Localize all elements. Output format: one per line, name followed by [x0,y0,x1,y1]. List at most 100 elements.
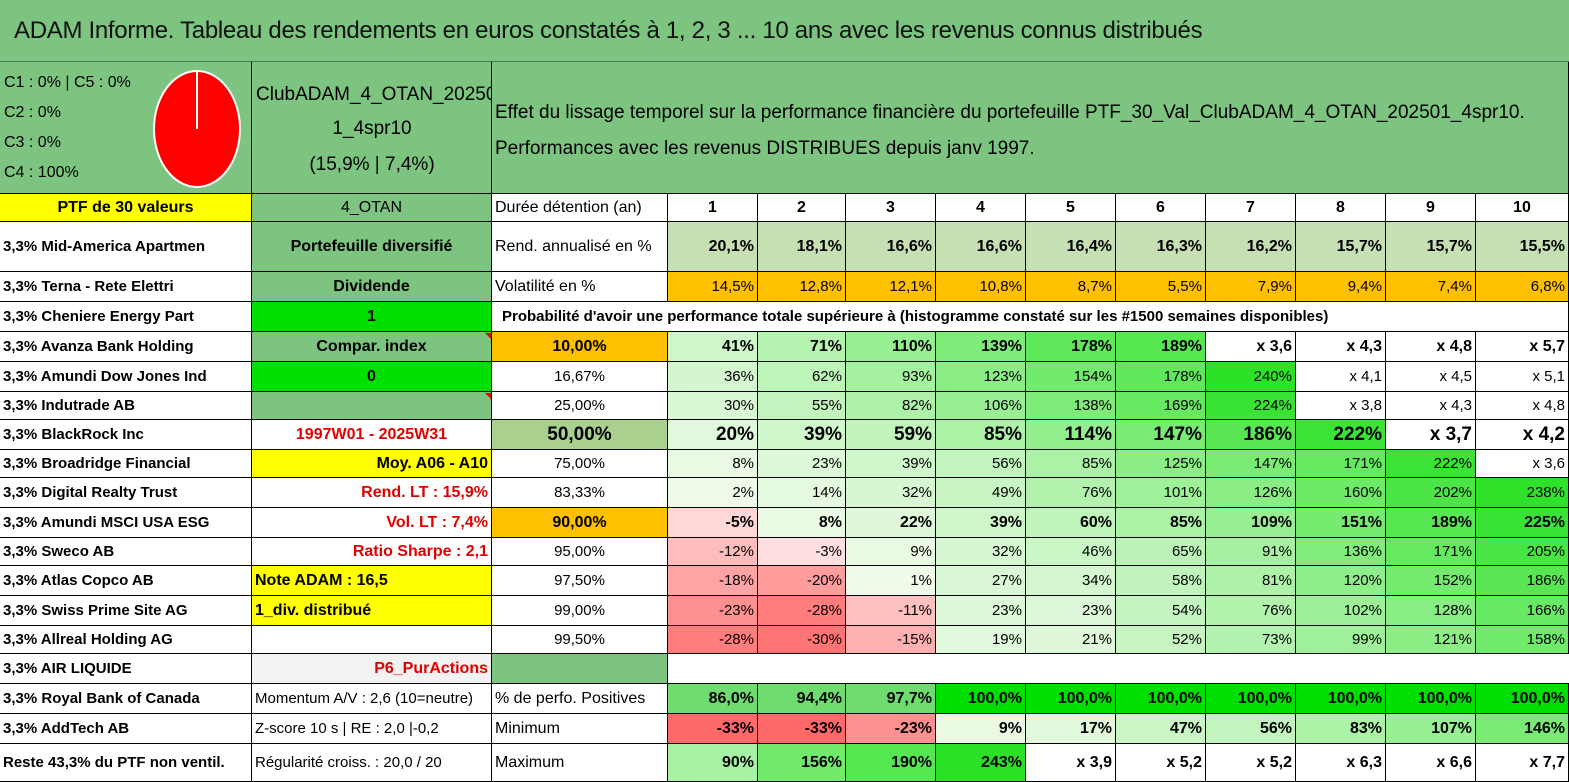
probability-value[interactable]: 9% [846,538,936,566]
holding-row[interactable]: 3,3% Allreal Holding AG [0,626,252,654]
probability-value[interactable]: 114% [1026,420,1116,450]
probability-value[interactable]: 151% [1296,508,1386,538]
probability-value[interactable]: 39% [936,508,1026,538]
ptf-header[interactable]: PTF de 30 valeurs [0,194,252,222]
holding-row[interactable]: 3,3% Amundi MSCI USA ESG [0,508,252,538]
rend-value[interactable]: 15,5% [1476,222,1569,272]
probability-value[interactable]: 22% [846,508,936,538]
probability-value[interactable]: 19% [936,626,1026,654]
probability-threshold[interactable]: 16,67% [492,362,668,392]
info-cell[interactable]: 0 [252,362,492,392]
probability-value[interactable]: 189% [1386,508,1476,538]
probability-value[interactable]: 138% [1026,392,1116,420]
probability-value[interactable]: 34% [1026,566,1116,596]
info-cell[interactable]: Compar. index [252,332,492,362]
probability-value[interactable]: 120% [1296,566,1386,596]
probability-value[interactable]: 205% [1476,538,1569,566]
max-value[interactable]: x 3,9 [1026,744,1116,782]
probability-value[interactable]: 2% [668,478,758,508]
probability-value[interactable]: 36% [668,362,758,392]
pos-value[interactable]: 100,0% [1206,684,1296,714]
probability-value[interactable]: 55% [758,392,846,420]
probability-value[interactable]: 186% [1206,420,1296,450]
holding-row[interactable]: 3,3% Cheniere Energy Part [0,302,252,332]
probability-threshold[interactable]: 83,33% [492,478,668,508]
min-value[interactable]: -33% [758,714,846,744]
holding-row[interactable]: 3,3% Broadridge Financial [0,450,252,478]
probability-value[interactable]: 23% [936,596,1026,626]
probability-value[interactable]: x 4,8 [1476,392,1569,420]
holding-row[interactable]: 3,3% Mid-America Apartmen [0,222,252,272]
probability-value[interactable]: 8% [758,508,846,538]
probability-value[interactable]: 85% [1026,450,1116,478]
info-cell[interactable]: P6_PurActions [252,654,492,684]
probability-value[interactable]: 65% [1116,538,1206,566]
info-cell[interactable]: Régularité croiss. : 20,0 / 20 [252,744,492,782]
probability-value[interactable]: 102% [1296,596,1386,626]
probability-value[interactable]: 152% [1386,566,1476,596]
probability-value[interactable]: 54% [1116,596,1206,626]
vol-value[interactable]: 7,9% [1206,272,1296,302]
probability-value[interactable]: x 4,2 [1476,420,1569,450]
probability-threshold[interactable]: 97,50% [492,566,668,596]
probability-threshold[interactable]: 99,00% [492,596,668,626]
max-value[interactable]: x 6,3 [1296,744,1386,782]
probability-value[interactable]: 222% [1386,450,1476,478]
max-value[interactable]: x 5,2 [1206,744,1296,782]
info-cell[interactable]: 1 [252,302,492,332]
probability-value[interactable]: 49% [936,478,1026,508]
info-cell[interactable]: Portefeuille diversifié [252,222,492,272]
probability-value[interactable]: 60% [1026,508,1116,538]
probability-value[interactable]: 202% [1386,478,1476,508]
probability-value[interactable]: 178% [1116,362,1206,392]
holding-row[interactable]: 3,3% Swiss Prime Site AG [0,596,252,626]
probability-value[interactable]: 121% [1386,626,1476,654]
max-label[interactable]: Maximum [492,744,668,782]
year-header[interactable]: 9 [1386,194,1476,222]
probability-value[interactable]: x 3,7 [1386,420,1476,450]
probability-value[interactable]: 186% [1476,566,1569,596]
probability-value[interactable]: 110% [846,332,936,362]
pos-value[interactable]: 100,0% [1476,684,1569,714]
year-header[interactable]: 3 [846,194,936,222]
probability-value[interactable]: x 3,6 [1206,332,1296,362]
info-cell[interactable]: Note ADAM : 16,5 [252,566,492,596]
probability-value[interactable]: 39% [846,450,936,478]
probability-threshold[interactable]: 10,00% [492,332,668,362]
probability-value[interactable]: 178% [1026,332,1116,362]
probability-value[interactable]: 58% [1116,566,1206,596]
holding-row[interactable]: 3,3% Atlas Copco AB [0,566,252,596]
duration-label[interactable]: Durée détention (an) [492,194,668,222]
probability-value[interactable]: 62% [758,362,846,392]
year-header[interactable]: 5 [1026,194,1116,222]
pos-label[interactable]: % de perfo. Positives [492,684,668,714]
probability-value[interactable]: 73% [1206,626,1296,654]
min-value[interactable]: 56% [1206,714,1296,744]
year-header[interactable]: 7 [1206,194,1296,222]
vol-value[interactable]: 10,8% [936,272,1026,302]
probability-value[interactable]: 126% [1206,478,1296,508]
probability-value[interactable]: 52% [1116,626,1206,654]
info-cell[interactable]: Moy. A06 - A10 [252,450,492,478]
holding-row[interactable]: 3,3% AIR LIQUIDE [0,654,252,684]
probability-threshold[interactable]: 95,00% [492,538,668,566]
holding-row[interactable]: 3,3% Sweco AB [0,538,252,566]
probability-value[interactable]: x 4,1 [1296,362,1386,392]
probability-value[interactable]: 128% [1386,596,1476,626]
probability-threshold[interactable]: 75,00% [492,450,668,478]
holding-row[interactable]: 3,3% BlackRock Inc [0,420,252,450]
max-value[interactable]: 90% [668,744,758,782]
year-header[interactable]: 6 [1116,194,1206,222]
pos-value[interactable]: 100,0% [1116,684,1206,714]
vol-value[interactable]: 7,4% [1386,272,1476,302]
info-cell[interactable]: 1997W01 - 2025W31 [252,420,492,450]
probability-value[interactable]: x 5,7 [1476,332,1569,362]
probability-value[interactable]: 225% [1476,508,1569,538]
probability-value[interactable]: 39% [758,420,846,450]
empty-cell[interactable] [492,654,668,684]
rend-value[interactable]: 15,7% [1296,222,1386,272]
probability-value[interactable]: 71% [758,332,846,362]
probability-value[interactable]: 85% [1116,508,1206,538]
probability-value[interactable]: 136% [1296,538,1386,566]
probability-value[interactable]: 147% [1206,450,1296,478]
